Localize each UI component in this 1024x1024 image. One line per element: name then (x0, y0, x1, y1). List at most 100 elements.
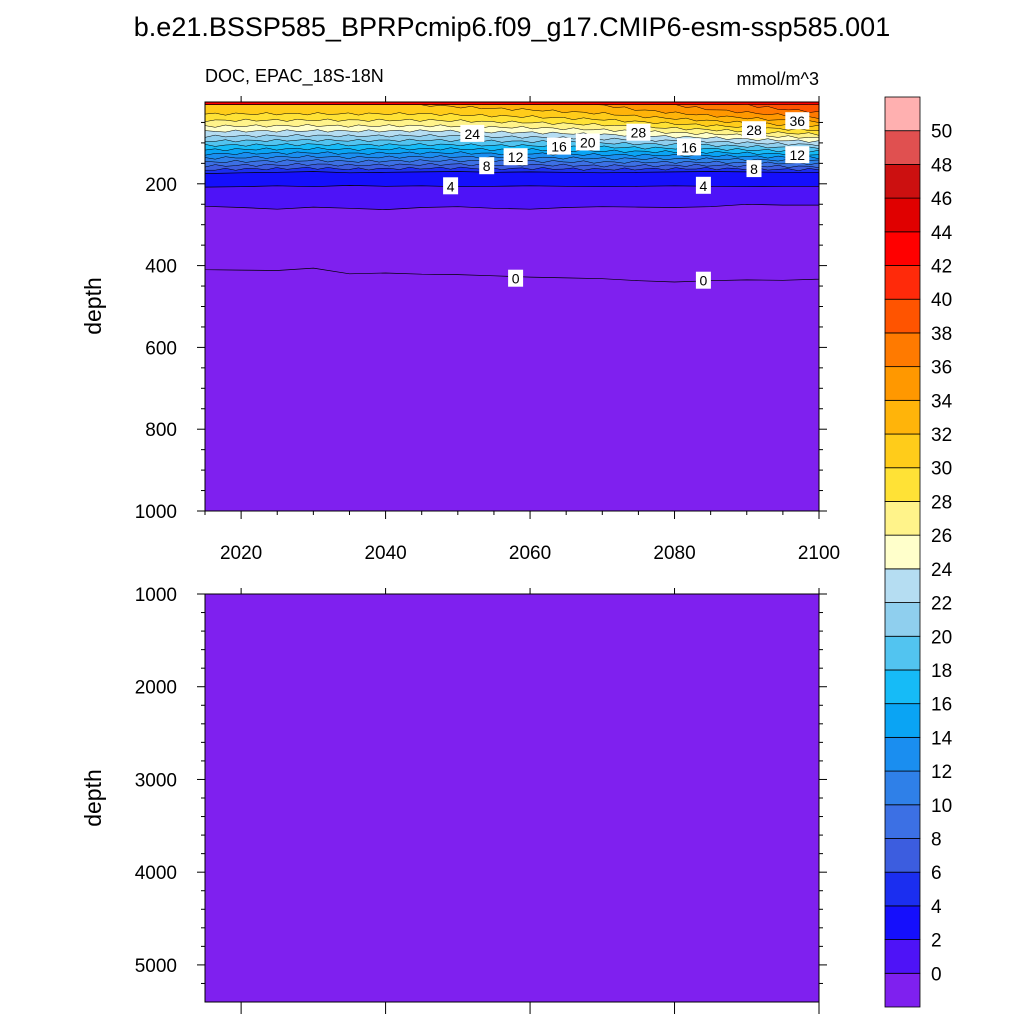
svg-text:28: 28 (631, 125, 647, 141)
y-tick-label: 3000 (135, 770, 177, 791)
colorbar-label: 20 (931, 627, 952, 648)
y-tick-label: 200 (145, 175, 177, 196)
colorbar-swatch (884, 467, 921, 502)
svg-text:16: 16 (551, 139, 567, 155)
contour-label: 16 (547, 137, 571, 155)
colorbar-swatch (884, 130, 921, 165)
colorbar-label: 36 (931, 358, 952, 379)
colorbar-label: 16 (931, 695, 952, 716)
colorbar-swatch (884, 939, 921, 974)
upper-y-axis-label: depth (80, 277, 106, 335)
colorbar-swatch (884, 265, 921, 300)
svg-text:8: 8 (750, 161, 758, 177)
colorbar-swatch (884, 197, 921, 233)
contour-label: 8 (479, 157, 495, 175)
colorbar-label: 12 (931, 762, 952, 783)
colorbar-swatch (884, 804, 921, 839)
colorbar-label: 42 (931, 257, 952, 278)
colorbar-label: 10 (931, 796, 952, 817)
svg-text:4: 4 (447, 178, 455, 194)
lower-axes: 1000 2000 3000 4000 5000 (135, 585, 827, 1014)
colorbar-swatch (884, 298, 921, 334)
upper-panel: DOC, EPAC_18S-18N mmol/m^3 24 16 20 28 16 28 3… (80, 66, 840, 564)
colorbar-swatch (884, 669, 921, 705)
contour-label: 36 (785, 112, 810, 130)
y-tick-label: 2000 (135, 678, 177, 699)
x-tick-label: 2100 (798, 543, 840, 564)
colorbar-label: 2 (931, 931, 942, 952)
colorbar-label: 28 (931, 492, 952, 513)
y-tick-label: 800 (145, 420, 177, 441)
colorbar-label: 48 (931, 155, 952, 176)
contour-label: 12 (785, 146, 810, 164)
svg-text:4: 4 (700, 178, 708, 194)
colorbar-swatch (884, 399, 921, 435)
subtitle-left: DOC, EPAC_18S-18N (205, 66, 384, 87)
colorbar-swatch (884, 231, 921, 266)
lower-plot-area (205, 594, 819, 1002)
contour-label: 0 (508, 269, 524, 287)
colorbar-label: 38 (931, 324, 952, 345)
colorbar-swatch (884, 501, 921, 536)
contour-label: 24 (460, 124, 485, 142)
y-tick-label: 4000 (135, 863, 177, 884)
colorbar-swatch (884, 96, 921, 132)
colorbar-swatch (884, 568, 921, 603)
svg-text:28: 28 (746, 122, 762, 138)
contour-label: 4 (443, 177, 459, 195)
colorbar-swatch (884, 871, 921, 907)
colorbar-label: 44 (931, 223, 953, 244)
y-tick-label: 400 (145, 257, 177, 278)
contour-label: 0 (695, 271, 711, 289)
colorbar-label: 50 (931, 122, 952, 143)
x-tick-label: 2040 (364, 543, 406, 564)
svg-text:24: 24 (465, 126, 481, 142)
svg-text:12: 12 (790, 147, 806, 163)
colorbar-swatch (884, 770, 921, 806)
x-tick-label: 2020 (220, 543, 262, 564)
svg-text:20: 20 (580, 135, 596, 151)
upper-plot-area (205, 102, 819, 511)
y-tick-label: 5000 (135, 956, 177, 977)
y-tick-label: 1000 (135, 585, 177, 606)
colorbar-swatch (884, 635, 921, 671)
colorbar-swatch (884, 602, 921, 637)
colorbar-swatch (884, 433, 921, 469)
svg-text:8: 8 (483, 158, 491, 174)
colorbar-swatch (884, 905, 921, 940)
y-tick-label: 600 (145, 338, 177, 359)
colorbar-label: 24 (931, 560, 953, 581)
colorbar-label: 18 (931, 661, 952, 682)
x-tick-label: 2060 (509, 543, 551, 564)
colorbar-label: 22 (931, 594, 952, 615)
upper-contour-labels: 24 16 20 28 16 28 36 12 12 8 8 4 4 0 0 (443, 112, 810, 289)
colorbar-label: 40 (931, 290, 952, 311)
y-tick-label: 1000 (135, 502, 177, 523)
colorbar-swatch (884, 164, 921, 199)
x-tick-label: 2080 (653, 543, 695, 564)
colorbar-label: 14 (931, 728, 953, 749)
chart-title: b.e21.BSSP585_BPRPcmip6.f09_g17.CMIP6-es… (134, 12, 890, 42)
colorbar-label: 32 (931, 425, 952, 446)
contour-label: 28 (626, 123, 651, 141)
colorbar-label: 8 (931, 829, 942, 850)
svg-text:0: 0 (512, 271, 520, 287)
svg-text:12: 12 (508, 149, 524, 165)
colorbar-swatch (884, 534, 921, 570)
colorbar-swatch (884, 366, 921, 401)
colorbar-label: 26 (931, 526, 952, 547)
colorbar: 0246810121416182022242628303234363840424… (884, 96, 953, 1008)
colorbar-label: 0 (931, 964, 942, 985)
svg-text:36: 36 (790, 113, 806, 129)
contour-label: 16 (677, 138, 701, 156)
colorbar-swatch (884, 736, 921, 772)
contour-label: 28 (742, 121, 766, 139)
colorbar-label: 46 (931, 189, 952, 210)
contour-band (205, 102, 819, 105)
contour-label: 20 (575, 133, 600, 151)
colorbar-swatch (884, 972, 921, 1008)
colorbar-label: 6 (931, 863, 942, 884)
svg-text:16: 16 (681, 139, 697, 155)
